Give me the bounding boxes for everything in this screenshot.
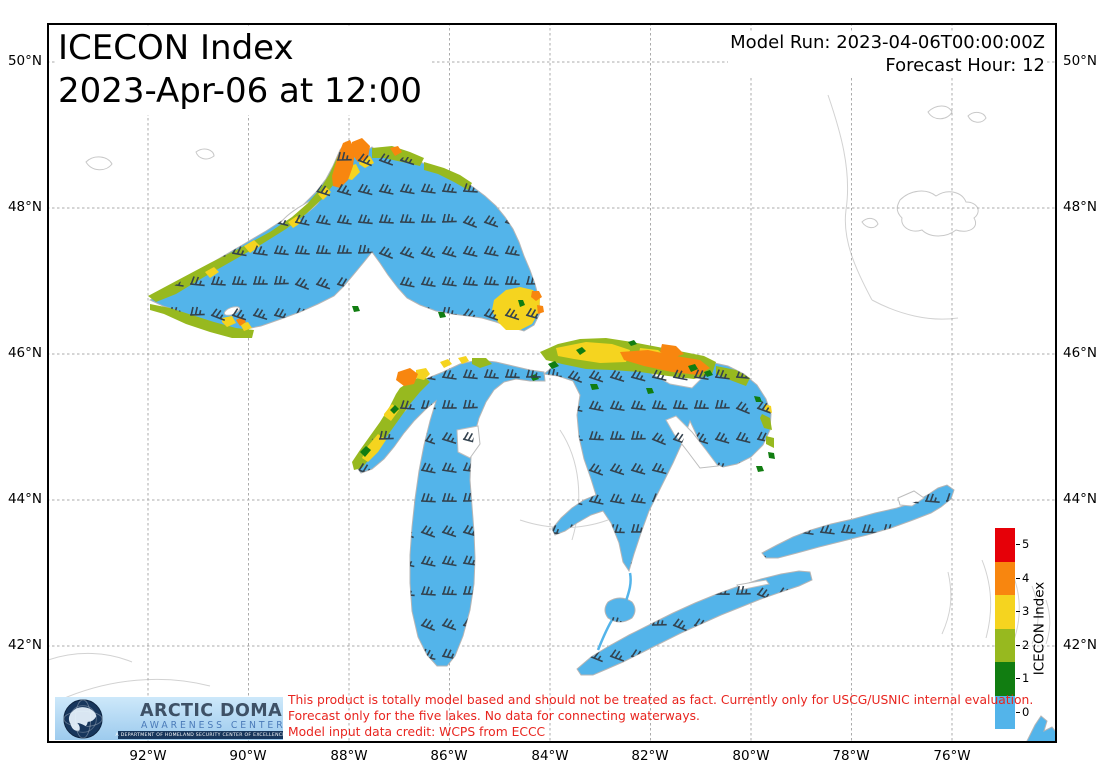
lon-label-80w: 80°W	[732, 748, 770, 764]
lon-label-88w: 88°W	[330, 748, 368, 764]
logo-title: ARCTIC DOMAIN	[140, 701, 283, 721]
disclaimer-text: This product is totally model based and …	[288, 693, 1033, 740]
globe-icon	[63, 699, 103, 739]
colorbar-tickmark	[1016, 578, 1020, 580]
lakes	[148, 141, 1057, 743]
colorbar-segment	[995, 695, 1015, 729]
colorbar-segment	[995, 662, 1015, 696]
lon-label-92w: 92°W	[129, 748, 167, 764]
lat-label-50n-right: 50°N	[1063, 53, 1098, 69]
lat-label-48n-right: 48°N	[1063, 199, 1098, 215]
adac-logo: ARCTIC DOMAIN AWARENESS CENTER A DEPARTM…	[55, 697, 283, 740]
lat-label-50n-left: 50°N	[7, 53, 42, 69]
lake-ontario	[761, 484, 955, 559]
logo-tagline-bar: A DEPARTMENT OF HOMELAND SECURITY CENTER…	[115, 731, 284, 739]
lat-label-46n-right: 46°N	[1063, 345, 1098, 361]
colorbar-tickmark	[1016, 678, 1020, 680]
colorbar-segment	[995, 595, 1015, 629]
colorbar-title: ICECON Index	[1031, 581, 1048, 676]
colorbar-tick-5: 5	[1022, 537, 1030, 551]
lat-label-42n-right: 42°N	[1063, 637, 1098, 653]
graticule-grid	[47, 23, 1057, 743]
lat-label-46n-left: 46°N	[7, 345, 42, 361]
colorbar-segment	[995, 561, 1015, 595]
colorbar-tick-0: 0	[1022, 705, 1030, 719]
atlantic-corner	[1025, 715, 1057, 743]
colorbar-tickmark	[1016, 611, 1020, 613]
colorbar-tickmark	[1016, 645, 1020, 647]
model-run-text: Model Run: 2023-04-06T00:00:00Z	[730, 32, 1045, 53]
colorbar	[995, 528, 1015, 729]
colorbar-segment	[995, 628, 1015, 662]
forecast-hour-text: Forecast Hour: 12	[885, 55, 1045, 76]
colorbar-tick-2: 2	[1022, 638, 1030, 652]
lake-erie	[576, 570, 813, 676]
lake-huron	[542, 349, 772, 573]
lat-label-44n-left: 44°N	[7, 491, 42, 507]
lat-label-44n-right: 44°N	[1063, 491, 1098, 507]
lon-label-76w: 76°W	[933, 748, 971, 764]
lon-label-90w: 90°W	[229, 748, 267, 764]
title-line-2: 2023-Apr-06 at 12:00	[58, 71, 422, 111]
colorbar-tick-4: 4	[1022, 571, 1030, 585]
lat-label-42n-left: 42°N	[7, 637, 42, 653]
disclaimer-line-2: Forecast only for the five lakes. No dat…	[288, 708, 700, 723]
title-line-1: ICECON Index	[58, 28, 294, 68]
lake-st-clair	[604, 597, 636, 623]
lat-label-48n-left: 48°N	[7, 199, 42, 215]
colorbar-segment	[995, 528, 1015, 562]
colorbar-tick-3: 3	[1022, 604, 1030, 618]
logo-subtitle: AWARENESS CENTER	[141, 720, 283, 731]
lon-label-78w: 78°W	[832, 748, 870, 764]
colorbar-tick-1: 1	[1022, 671, 1030, 685]
disclaimer-line-3: Model input data credit: WCPS from ECCC	[288, 724, 546, 739]
colorbar-tickmark	[1016, 544, 1020, 546]
lake-michigan	[354, 359, 546, 667]
land-boundaries	[47, 53, 1051, 701]
great-lakes-map	[47, 23, 1057, 743]
disclaimer-line-1: This product is totally model based and …	[288, 693, 1034, 707]
lon-label-82w: 82°W	[631, 748, 669, 764]
lon-label-86w: 86°W	[430, 748, 468, 764]
model-run-info: Model Run: 2023-04-06T00:00:00Z Forecast…	[728, 31, 1047, 77]
lon-label-84w: 84°W	[531, 748, 569, 764]
logo-tagline: A DEPARTMENT OF HOMELAND SECURITY CENTER…	[115, 732, 284, 738]
plot-title: ICECON Index 2023-Apr-06 at 12:00	[56, 27, 432, 115]
axis-ticks	[47, 62, 1057, 743]
colorbar-tickmark	[1016, 712, 1020, 714]
